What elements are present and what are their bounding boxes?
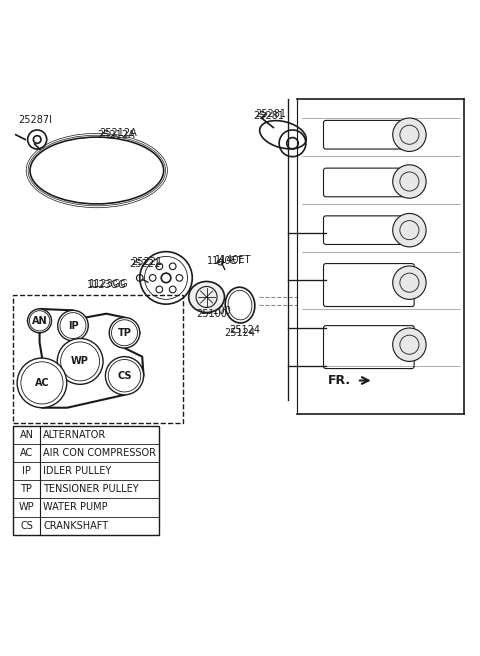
Text: 25212A: 25212A <box>97 130 135 140</box>
Text: 1140ET: 1140ET <box>215 255 251 265</box>
Circle shape <box>393 118 426 152</box>
Text: 25100: 25100 <box>196 309 227 319</box>
Circle shape <box>17 358 67 407</box>
Text: 1123GG: 1123GG <box>89 279 129 289</box>
Text: 25124: 25124 <box>225 328 255 338</box>
Bar <box>13 295 183 423</box>
Text: TENSIONER PULLEY: TENSIONER PULLEY <box>43 484 139 495</box>
Text: 25281: 25281 <box>255 109 287 119</box>
Text: 25212A: 25212A <box>99 129 137 138</box>
Text: 25221: 25221 <box>129 258 160 268</box>
Circle shape <box>393 165 426 198</box>
Circle shape <box>57 338 103 384</box>
Circle shape <box>393 328 426 361</box>
Text: 25287I: 25287I <box>18 115 52 125</box>
Text: 25221: 25221 <box>132 257 163 267</box>
Text: ALTERNATOR: ALTERNATOR <box>43 430 107 440</box>
Circle shape <box>28 309 51 333</box>
Bar <box>13 426 159 535</box>
Text: WATER PUMP: WATER PUMP <box>43 502 108 512</box>
Text: IP: IP <box>68 321 78 331</box>
Circle shape <box>58 310 88 341</box>
Text: AIR CON COMPRESSOR: AIR CON COMPRESSOR <box>43 448 156 458</box>
Circle shape <box>393 266 426 299</box>
Text: FR.: FR. <box>328 374 351 387</box>
Text: 1123GG: 1123GG <box>86 280 126 290</box>
Text: 25281: 25281 <box>253 111 284 121</box>
Text: AC: AC <box>35 378 49 388</box>
Text: 25124: 25124 <box>229 325 260 335</box>
Text: WP: WP <box>71 356 89 367</box>
Text: IP: IP <box>22 466 31 476</box>
Text: 25100: 25100 <box>201 306 231 316</box>
Text: 1140ET: 1140ET <box>207 256 244 266</box>
Circle shape <box>109 318 140 348</box>
Text: WP: WP <box>19 502 34 512</box>
Text: AC: AC <box>20 448 33 458</box>
Text: AN: AN <box>32 316 48 326</box>
Text: CRANKSHAFT: CRANKSHAFT <box>43 521 108 531</box>
Text: CS: CS <box>117 371 132 380</box>
Text: IDLER PULLEY: IDLER PULLEY <box>43 466 112 476</box>
Circle shape <box>106 357 144 395</box>
Text: TP: TP <box>21 484 32 495</box>
Text: CS: CS <box>20 521 33 531</box>
Text: AN: AN <box>20 430 34 440</box>
Text: TP: TP <box>118 328 132 338</box>
Ellipse shape <box>189 281 225 312</box>
Circle shape <box>393 213 426 247</box>
